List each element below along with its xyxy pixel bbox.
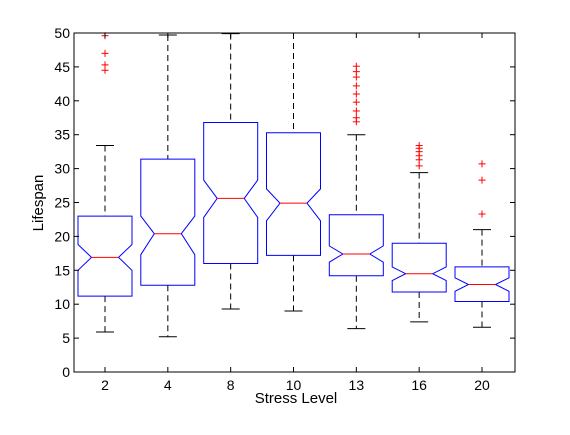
y-tick-label: 35 [54,127,70,143]
y-tick-label: 25 [54,195,70,211]
y-tick-label: 30 [54,161,70,177]
x-tick-label: 13 [349,377,365,393]
y-tick-label: 45 [54,59,70,75]
notched-box [77,215,133,297]
box-group-8 [203,33,259,310]
notched-box [266,132,321,256]
outlier-marker [478,160,486,168]
y-tick-label: 0 [62,364,70,380]
axes: 0 5 10 15 20 25 30 35 40 45 50 2 4 8 10 13 16 20 [54,25,516,393]
y-tick-label: 10 [54,296,70,312]
x-tick-label: 20 [474,377,490,393]
outlier-marker [478,176,486,184]
y-tick-label: 50 [54,25,70,41]
box-group-4 [140,34,196,338]
outlier-marker [415,162,423,170]
x-axis-label: Stress Level [255,390,338,407]
x-tick-label: 16 [411,377,427,393]
outlier-marker [352,62,360,70]
outlier-marker [415,142,423,150]
outlier-marker [352,98,360,106]
outlier-marker [352,90,360,98]
outlier-marker [101,49,109,57]
outlier-marker [352,107,360,115]
box-group-16 [391,142,447,323]
notched-box [140,158,196,286]
outlier-marker [478,210,486,218]
notched-box [391,242,447,293]
notched-box [203,122,259,264]
y-tick-label: 20 [54,228,70,244]
y-tick-label: 5 [62,330,70,346]
x-tick-label: 8 [227,377,235,393]
notched-box [328,214,384,277]
notched-box [454,266,510,302]
y-axis-label: Lifespan [30,175,47,232]
box-group-20 [454,160,510,328]
y-tick-label: 40 [54,93,70,109]
outlier-marker [101,61,109,69]
x-tick-label: 4 [164,377,172,393]
x-tick-label: 10 [286,377,302,393]
box-group-13 [328,62,384,330]
x-tick-label: 2 [101,377,109,393]
outlier-marker [352,82,360,90]
y-tick-label: 15 [54,262,70,278]
outlier-marker [352,114,360,122]
